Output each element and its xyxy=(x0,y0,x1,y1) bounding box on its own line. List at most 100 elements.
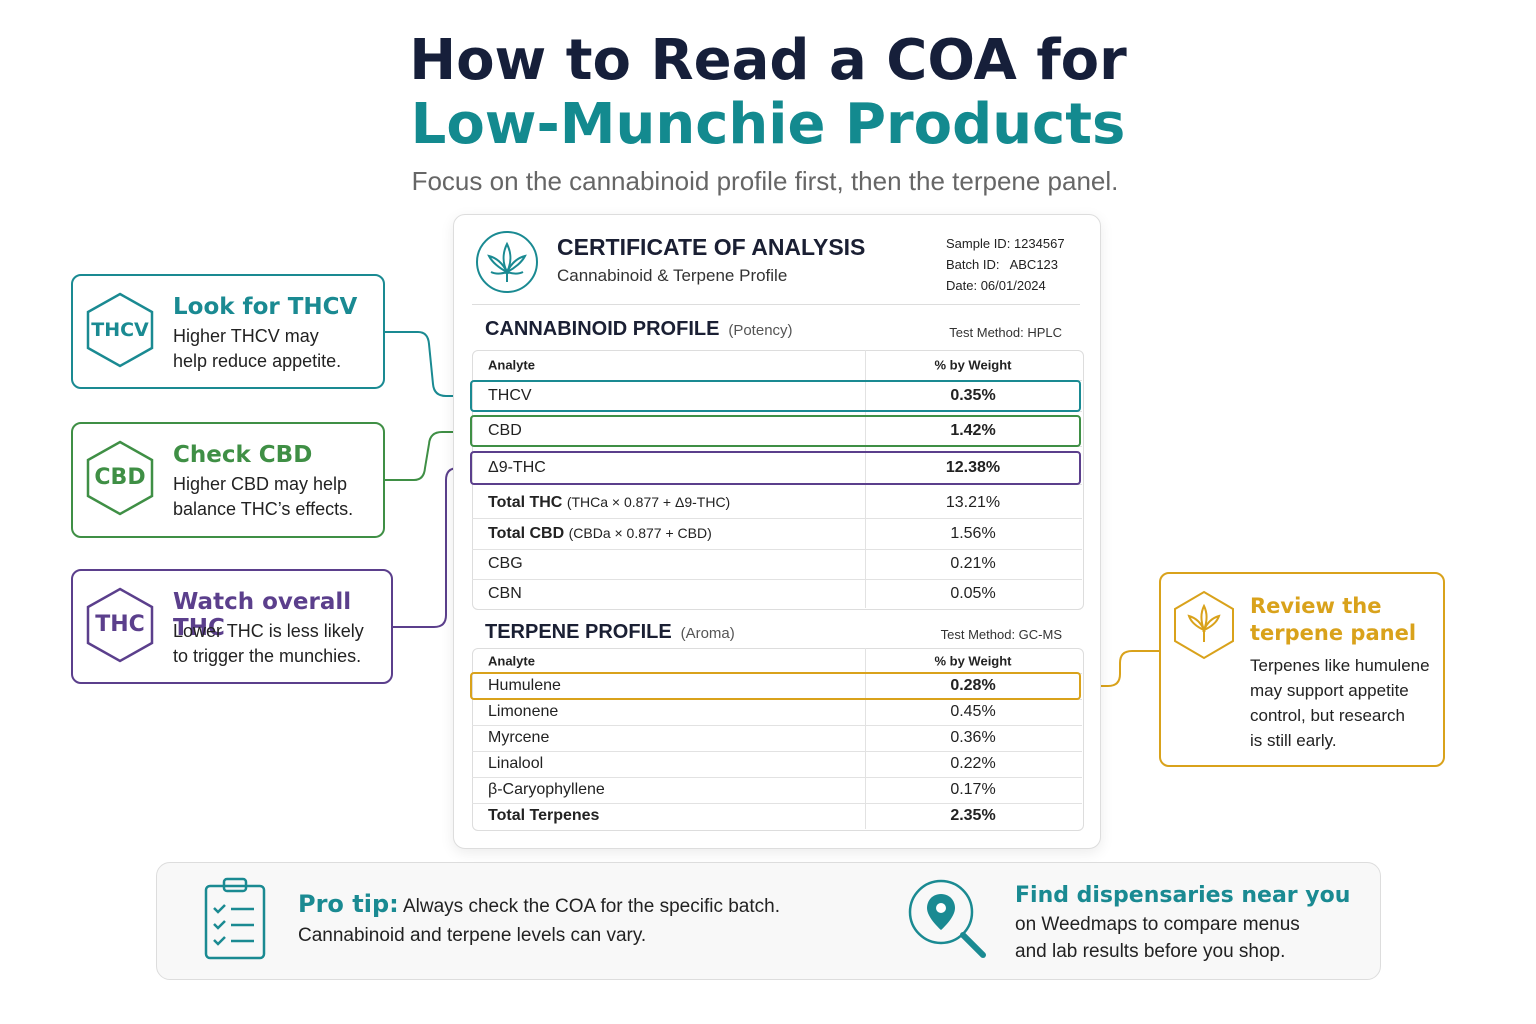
analyte: Humulene xyxy=(488,677,561,695)
pro-tip: Pro tip: Always check the COA for the sp… xyxy=(298,890,780,950)
terpene-icon xyxy=(1174,590,1234,660)
analyte-name: CBD xyxy=(488,422,522,439)
callout-text: may support appetite xyxy=(1250,681,1409,700)
find-text: on Weedmaps to compare menus and lab resu… xyxy=(1015,911,1300,965)
analyte-name: Myrcene xyxy=(488,729,550,746)
analyte: β-Caryophyllene xyxy=(488,781,605,799)
analyte-detail: (THCa × 0.877 + Δ9-THC) xyxy=(566,494,731,510)
analyte: CBN xyxy=(488,585,522,603)
callout: Check CBD Higher CBD may help balance THC’… xyxy=(71,422,385,538)
pro-tip-label: Pro tip: xyxy=(298,890,399,918)
table-frame xyxy=(472,648,1084,831)
value: 0.35% xyxy=(950,387,996,404)
badge: THC xyxy=(86,587,154,663)
badge-text: THC xyxy=(95,612,145,637)
value: 1234567 xyxy=(1013,236,1065,251)
callout-title: Look for THCV xyxy=(173,294,358,320)
callout-text: Lower THC is less likely xyxy=(173,621,364,641)
column-header: Analyte xyxy=(488,357,535,373)
column-divider xyxy=(865,350,866,608)
table-row: Total THC (THCa × 0.877 + Δ9-THC) 13.21% xyxy=(472,488,1082,519)
callout-text: Terpenes like humulene xyxy=(1250,656,1430,675)
table-row: Linalool 0.22% xyxy=(472,751,1082,778)
value: 12.38% xyxy=(945,459,1001,476)
footer-box xyxy=(156,862,1381,980)
coa-card xyxy=(453,214,1101,849)
analyte: CBD xyxy=(488,422,522,440)
header-row: Analyte % by Weight xyxy=(472,648,1082,674)
section-note: (Potency) xyxy=(728,322,793,339)
title: Low-Munchie Products xyxy=(410,92,1126,157)
column-header: Analyte xyxy=(488,653,535,668)
value: 1.56% xyxy=(950,525,996,542)
table-row: Total CBD (CBDa × 0.877 + CBD) 1.56% xyxy=(472,519,1082,550)
callout-title: Watch overall THC xyxy=(173,589,352,641)
value: 0.28% xyxy=(950,677,996,694)
analyte-detail: (CBDa × 0.877 + CBD) xyxy=(568,525,712,541)
text-line: Cannabinoid and terpene levels can vary. xyxy=(298,925,647,946)
analyte: CBG xyxy=(488,555,523,573)
divider xyxy=(472,304,1080,305)
callout-text: help reduce appetite. xyxy=(173,351,342,371)
clipboard-icon xyxy=(204,877,266,960)
analyte-name: Δ9-THC xyxy=(488,459,546,476)
badge: CBD xyxy=(86,440,154,516)
text-line: on Weedmaps to compare menus xyxy=(1015,914,1300,935)
section-note: (Aroma) xyxy=(680,625,735,642)
coa-subtitle: Cannabinoid & Terpene Profile xyxy=(557,266,788,285)
header-row: Analyte % by Weight xyxy=(472,350,1082,381)
label: Date: xyxy=(946,278,978,293)
table-row: Total Terpenes 2.35% xyxy=(472,803,1082,829)
section-name: CANNABINOID PROFILE xyxy=(485,318,720,340)
analyte: Myrcene xyxy=(488,729,549,747)
value: 13.21% xyxy=(945,494,1001,511)
value: 0.17% xyxy=(950,781,996,798)
row-highlight xyxy=(470,672,1081,700)
value: 0.05% xyxy=(950,585,996,602)
text-line: Always check the COA for the specific ba… xyxy=(402,896,780,917)
analyte: THCV xyxy=(488,387,532,405)
table-frame xyxy=(472,350,1084,610)
table-row: β-Caryophyllene 0.17% xyxy=(472,777,1082,804)
callout-title: Check CBD xyxy=(173,442,313,468)
analyte: Limonene xyxy=(488,703,558,721)
badge-text: THCV xyxy=(91,319,149,341)
value: 0.45% xyxy=(950,703,996,720)
callout-text: balance THC’s effects. xyxy=(173,499,354,519)
section-title: TERPENE PROFILE (Aroma) xyxy=(485,621,735,644)
test-method: Test Method: GC-MS xyxy=(940,627,1062,642)
callout: Review the terpene panel Terpenes like hum… xyxy=(1159,572,1445,767)
title: How to Read a COA for xyxy=(409,28,1127,93)
coa-logo xyxy=(476,231,538,293)
table-row: Myrcene 0.36% xyxy=(472,725,1082,752)
value: 2.35% xyxy=(950,807,996,824)
callout: Watch overall THC Lower THC is less likel… xyxy=(71,569,393,684)
row-highlight xyxy=(470,415,1081,447)
callout-text: Higher THCV may xyxy=(173,326,319,346)
analyte: Δ9-THC xyxy=(488,459,546,477)
callout-text: control, but research xyxy=(1250,706,1405,725)
analyte-name: Total CBD xyxy=(488,525,565,542)
analyte: Total Terpenes xyxy=(488,807,599,825)
analyte-name: β-Caryophyllene xyxy=(488,781,605,798)
sample-info: Sample ID: 1234567 Batch ID: ABC123 Date… xyxy=(946,233,1065,296)
callout-text: is still early. xyxy=(1250,731,1337,750)
label: Sample ID: xyxy=(946,236,1011,251)
section-title: CANNABINOID PROFILE (Potency) xyxy=(485,318,793,341)
value: 0.36% xyxy=(950,729,996,746)
analyte-name: Linalool xyxy=(488,755,544,772)
analyte-name: CBG xyxy=(488,555,523,572)
callout-text: to trigger the munchies. xyxy=(173,646,362,666)
value: 0.22% xyxy=(950,755,996,772)
table-row: CBN 0.05% xyxy=(472,580,1082,608)
callout-title: terpene panel xyxy=(1250,621,1417,645)
value: ABC123 xyxy=(1009,257,1059,272)
row-highlight xyxy=(470,380,1081,412)
find-title: Find dispensaries near you xyxy=(1015,883,1351,908)
column-header: % by Weight xyxy=(934,653,1012,668)
label: Batch ID: xyxy=(946,257,1000,272)
analyte: Linalool xyxy=(488,755,543,773)
text-line: and lab results before you shop. xyxy=(1015,941,1286,962)
coa-title: CERTIFICATE OF ANALYSIS xyxy=(557,234,866,260)
